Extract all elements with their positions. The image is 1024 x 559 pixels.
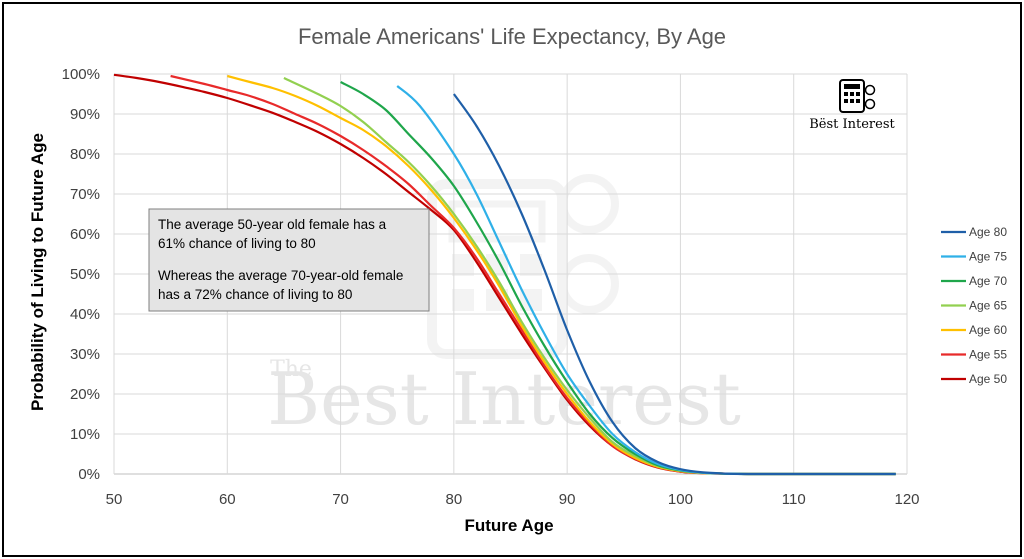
legend-label: Age 65 (969, 299, 1007, 313)
logo-text: Bëst Interest (809, 117, 895, 132)
legend-item: Age 75 (941, 250, 1007, 264)
y-tick-label: 100% (62, 66, 100, 83)
y-tick-label: 50% (70, 266, 100, 283)
y-axis-title: Probability of Living to Future Age (28, 133, 47, 411)
legend-item: Age 55 (941, 348, 1007, 362)
legend: Age 80 Age 75 Age 70 Age 65 Age 60 Age 55 Age … (941, 225, 1007, 386)
series-line-age-80 (452, 93, 896, 476)
chart-title: Female Americans' Life Expectancy, By Ag… (298, 24, 726, 49)
annotation-line-3: Whereas the average 70-year-old female (158, 268, 403, 283)
logo: Bëst Interest (809, 79, 896, 132)
y-tick-label: 80% (70, 146, 100, 163)
annotation-line-1: The average 50-year old female has a (158, 217, 387, 232)
annotation-box: The average 50-year old female has a 61%… (148, 208, 430, 312)
y-tick-label: 40% (70, 306, 100, 323)
legend-label: Age 70 (969, 274, 1007, 288)
watermark: The Best Interest (267, 174, 741, 441)
y-tick-labels: 0% 10% 20% 30% 40% 50% 60% 70% 80% 90% 100% (62, 66, 100, 483)
legend-label: Age 75 (969, 250, 1007, 264)
x-tick-label: 50 (106, 491, 123, 508)
x-tick-label: 90 (559, 491, 576, 508)
x-axis-title: Future Age (464, 516, 553, 535)
x-tick-labels: 50 60 70 80 90 100 110 120 (106, 491, 920, 508)
grid-lines (113, 73, 908, 475)
series-lines (113, 73, 896, 476)
annotation-line-4: has a 72% chance of living to 80 (158, 287, 352, 302)
legend-item: Age 50 (941, 372, 1007, 386)
y-tick-label: 20% (70, 386, 100, 403)
legend-item: Age 65 (941, 299, 1007, 313)
y-tick-label: 30% (70, 346, 100, 363)
legend-label: Age 50 (969, 372, 1007, 386)
y-tick-label: 10% (70, 426, 100, 443)
legend-item: Age 80 (941, 225, 1007, 239)
watermark-large-text: Best Interest (267, 357, 741, 441)
y-tick-label: 60% (70, 226, 100, 243)
x-tick-label: 80 (446, 491, 463, 508)
legend-label: Age 55 (969, 348, 1007, 362)
x-tick-label: 60 (219, 491, 236, 508)
legend-label: Age 80 (969, 225, 1007, 239)
x-tick-label: 100 (668, 491, 693, 508)
legend-label: Age 60 (969, 323, 1007, 337)
x-tick-label: 120 (894, 491, 919, 508)
chart-svg: The Best Interest Female Americans' Life… (28, 24, 1007, 535)
legend-item: Age 60 (941, 323, 1007, 337)
y-tick-label: 90% (70, 106, 100, 123)
x-tick-label: 110 (782, 491, 806, 508)
x-tick-label: 70 (332, 491, 349, 508)
calculator-logo-icon (839, 79, 876, 113)
legend-item: Age 70 (941, 274, 1007, 288)
annotation-line-2: 61% chance of living to 80 (158, 236, 316, 251)
y-tick-label: 70% (70, 186, 100, 203)
watermark-small-text: The (270, 357, 312, 382)
y-tick-label: 0% (78, 466, 100, 483)
